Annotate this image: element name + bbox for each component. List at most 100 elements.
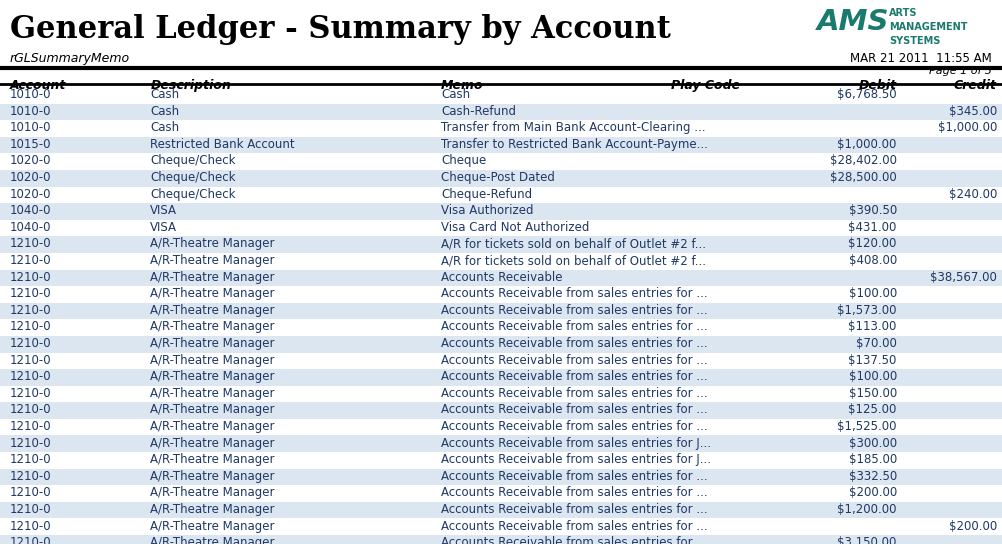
Text: $345.00: $345.00 <box>949 105 997 118</box>
FancyBboxPatch shape <box>0 502 1002 518</box>
FancyBboxPatch shape <box>0 253 1002 270</box>
Text: Cheque-Post Dated: Cheque-Post Dated <box>441 171 555 184</box>
Text: $150.00: $150.00 <box>849 387 897 400</box>
Text: $1,000.00: $1,000.00 <box>838 138 897 151</box>
Text: A/R-Theatre Manager: A/R-Theatre Manager <box>150 503 275 516</box>
Text: $200.00: $200.00 <box>849 486 897 499</box>
Text: Accounts Receivable from sales entries for ...: Accounts Receivable from sales entries f… <box>441 536 707 544</box>
Text: Accounts Receivable from sales entries for ...: Accounts Receivable from sales entries f… <box>441 470 707 483</box>
Text: 1210-0: 1210-0 <box>10 287 52 300</box>
Text: $6,768.50: $6,768.50 <box>837 88 897 101</box>
Text: A/R for tickets sold on behalf of Outlet #2 f...: A/R for tickets sold on behalf of Outlet… <box>441 254 705 267</box>
FancyBboxPatch shape <box>0 103 1002 120</box>
Text: Visa Card Not Authorized: Visa Card Not Authorized <box>441 221 589 234</box>
Text: Accounts Receivable from sales entries for ...: Accounts Receivable from sales entries f… <box>441 520 707 533</box>
Text: Transfer from Main Bank Account-Clearing ...: Transfer from Main Bank Account-Clearing… <box>441 121 705 134</box>
Text: 1210-0: 1210-0 <box>10 387 52 400</box>
Text: A/R-Theatre Manager: A/R-Theatre Manager <box>150 254 275 267</box>
Text: Cash: Cash <box>150 105 179 118</box>
Text: Cash: Cash <box>150 88 179 101</box>
Text: Accounts Receivable from sales entries for ...: Accounts Receivable from sales entries f… <box>441 420 707 433</box>
FancyBboxPatch shape <box>0 87 1002 103</box>
Text: A/R-Theatre Manager: A/R-Theatre Manager <box>150 520 275 533</box>
FancyBboxPatch shape <box>0 535 1002 544</box>
Text: $1,000.00: $1,000.00 <box>938 121 997 134</box>
FancyBboxPatch shape <box>0 203 1002 220</box>
Text: VISA: VISA <box>150 221 177 234</box>
FancyBboxPatch shape <box>0 270 1002 286</box>
FancyBboxPatch shape <box>0 319 1002 336</box>
Text: Accounts Receivable from sales entries for ...: Accounts Receivable from sales entries f… <box>441 287 707 300</box>
Text: 1020-0: 1020-0 <box>10 188 51 201</box>
Text: Transfer to Restricted Bank Account-Payme...: Transfer to Restricted Bank Account-Paym… <box>441 138 707 151</box>
Text: $137.50: $137.50 <box>849 354 897 367</box>
Text: Cash: Cash <box>441 88 470 101</box>
Text: $240.00: $240.00 <box>949 188 997 201</box>
Text: 1210-0: 1210-0 <box>10 237 52 250</box>
Text: Cash-Refund: Cash-Refund <box>441 105 516 118</box>
Text: 1210-0: 1210-0 <box>10 520 52 533</box>
Text: Accounts Receivable from sales entries for J...: Accounts Receivable from sales entries f… <box>441 436 710 449</box>
Text: $332.50: $332.50 <box>849 470 897 483</box>
FancyBboxPatch shape <box>0 187 1002 203</box>
Text: A/R-Theatre Manager: A/R-Theatre Manager <box>150 271 275 283</box>
FancyBboxPatch shape <box>0 485 1002 502</box>
Text: MAR 21 2011  11:55 AM: MAR 21 2011 11:55 AM <box>851 52 992 65</box>
Text: Accounts Receivable from sales entries for ...: Accounts Receivable from sales entries f… <box>441 337 707 350</box>
FancyBboxPatch shape <box>0 236 1002 253</box>
Text: Accounts Receivable from sales entries for ...: Accounts Receivable from sales entries f… <box>441 503 707 516</box>
Text: 1210-0: 1210-0 <box>10 304 52 317</box>
Text: 1210-0: 1210-0 <box>10 420 52 433</box>
Text: $185.00: $185.00 <box>849 453 897 466</box>
Text: $70.00: $70.00 <box>856 337 897 350</box>
Text: 1210-0: 1210-0 <box>10 436 52 449</box>
Text: A/R-Theatre Manager: A/R-Theatre Manager <box>150 320 275 333</box>
Text: 1020-0: 1020-0 <box>10 171 51 184</box>
Text: 1210-0: 1210-0 <box>10 404 52 416</box>
Text: Accounts Receivable from sales entries for ...: Accounts Receivable from sales entries f… <box>441 354 707 367</box>
FancyBboxPatch shape <box>0 353 1002 369</box>
Text: Memo: Memo <box>441 79 484 92</box>
Text: 1015-0: 1015-0 <box>10 138 51 151</box>
Text: A/R for tickets sold on behalf of Outlet #2 f...: A/R for tickets sold on behalf of Outlet… <box>441 237 705 250</box>
Text: $390.50: $390.50 <box>849 205 897 217</box>
Text: Cheque/Check: Cheque/Check <box>150 171 235 184</box>
Text: $431.00: $431.00 <box>849 221 897 234</box>
Text: 1210-0: 1210-0 <box>10 470 52 483</box>
FancyBboxPatch shape <box>0 302 1002 319</box>
Text: $100.00: $100.00 <box>849 287 897 300</box>
Text: $3,150.00: $3,150.00 <box>838 536 897 544</box>
Text: Account: Account <box>10 79 66 92</box>
Text: $200.00: $200.00 <box>949 520 997 533</box>
Text: $1,525.00: $1,525.00 <box>838 420 897 433</box>
FancyBboxPatch shape <box>0 120 1002 137</box>
Text: 1210-0: 1210-0 <box>10 254 52 267</box>
Text: Cheque/Check: Cheque/Check <box>150 154 235 168</box>
Text: 1020-0: 1020-0 <box>10 154 51 168</box>
Text: A/R-Theatre Manager: A/R-Theatre Manager <box>150 536 275 544</box>
FancyBboxPatch shape <box>0 336 1002 353</box>
Text: Accounts Receivable from sales entries for ...: Accounts Receivable from sales entries f… <box>441 387 707 400</box>
FancyBboxPatch shape <box>0 469 1002 485</box>
Text: Accounts Receivable from sales entries for ...: Accounts Receivable from sales entries f… <box>441 304 707 317</box>
Text: 1210-0: 1210-0 <box>10 354 52 367</box>
Text: A/R-Theatre Manager: A/R-Theatre Manager <box>150 404 275 416</box>
Text: 1210-0: 1210-0 <box>10 271 52 283</box>
Text: Description: Description <box>150 79 231 92</box>
Text: A/R-Theatre Manager: A/R-Theatre Manager <box>150 486 275 499</box>
FancyBboxPatch shape <box>0 137 1002 153</box>
FancyBboxPatch shape <box>0 286 1002 302</box>
Text: Accounts Receivable from sales entries for ...: Accounts Receivable from sales entries f… <box>441 370 707 383</box>
Text: 1040-0: 1040-0 <box>10 205 51 217</box>
FancyBboxPatch shape <box>0 403 1002 419</box>
FancyBboxPatch shape <box>0 435 1002 452</box>
Text: $28,402.00: $28,402.00 <box>830 154 897 168</box>
Text: 1010-0: 1010-0 <box>10 88 51 101</box>
Text: $100.00: $100.00 <box>849 370 897 383</box>
Text: Accounts Receivable from sales entries for ...: Accounts Receivable from sales entries f… <box>441 320 707 333</box>
Text: Accounts Receivable: Accounts Receivable <box>441 271 562 283</box>
Text: $120.00: $120.00 <box>849 237 897 250</box>
Text: Play Code: Play Code <box>671 79 740 92</box>
Text: Accounts Receivable from sales entries for J...: Accounts Receivable from sales entries f… <box>441 453 710 466</box>
Text: A/R-Theatre Manager: A/R-Theatre Manager <box>150 337 275 350</box>
